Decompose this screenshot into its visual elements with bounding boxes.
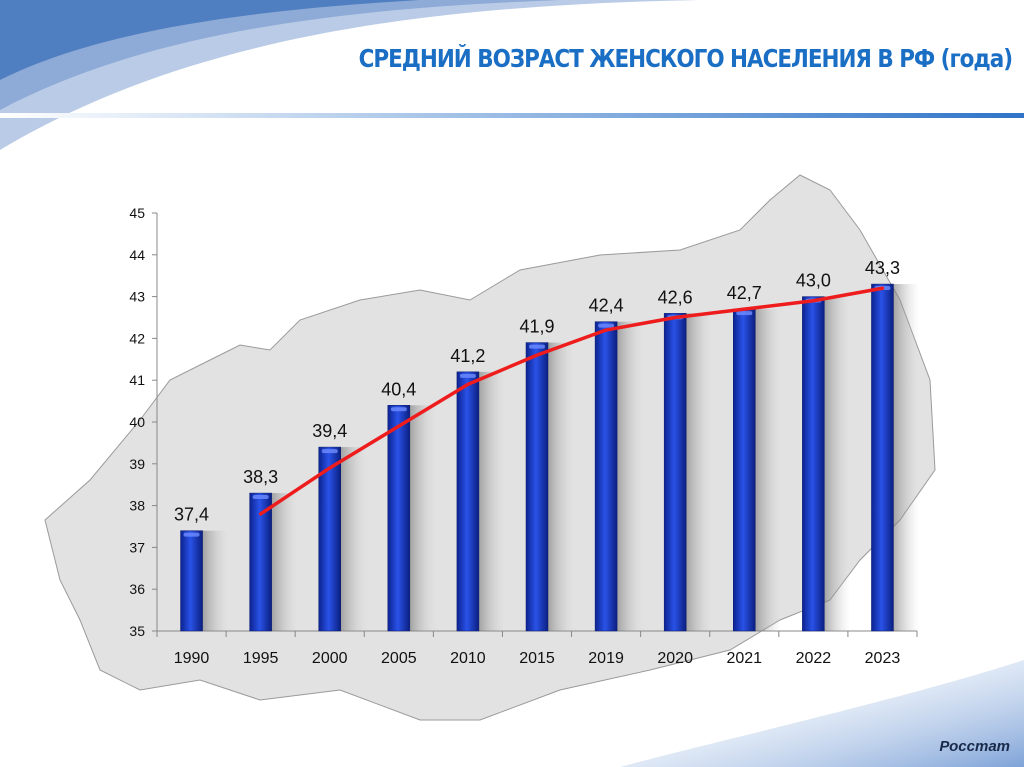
y-tick-label: 44 [129,247,145,263]
bar [249,492,272,632]
y-tick-label: 35 [129,623,145,639]
bar [318,446,341,632]
y-tick-label: 37 [129,539,145,555]
source-label: Росстат [939,738,1010,755]
data-label: 41,2 [450,346,485,366]
bar-shadow [893,284,920,631]
x-tick-label: 1990 [174,650,210,667]
bar-highlight [390,407,407,412]
y-tick-label: 38 [129,498,145,514]
data-label: 43,3 [865,258,900,278]
bar-highlight [252,495,269,500]
bar-shadow [202,530,229,631]
bar-shadow [617,321,644,631]
data-label: 42,4 [589,296,624,316]
y-tick-label: 41 [129,372,145,388]
y-tick-label: 45 [129,205,145,221]
bar [456,371,480,632]
y-tick-label: 40 [129,414,145,430]
data-label: 42,6 [658,287,693,307]
bar [663,313,687,632]
bar-shadow [824,296,851,631]
x-tick-label: 2000 [312,650,348,667]
bar-shadow [686,313,713,631]
x-tick-label: 2022 [796,650,832,667]
bar [871,283,894,632]
bar-shadow [271,493,298,631]
data-label: 37,4 [174,505,209,525]
chart-title: СРЕДНИЙ ВОЗРАСТ ЖЕНСКОГО НАСЕЛЕНИЯ В РФ … [358,44,1013,73]
x-tick-label: 1995 [243,650,279,667]
bar-shadow [478,371,505,631]
bar [180,530,203,632]
bar [594,321,618,632]
x-tick-label: 2005 [381,650,417,667]
bar [525,342,549,632]
bar-highlight [321,449,338,454]
x-tick-label: 2020 [657,650,693,667]
bar-shadow [755,309,782,631]
bar-highlight [736,311,753,316]
x-tick-label: 2019 [588,650,624,667]
bar [733,308,756,632]
x-tick-label: 2023 [865,650,901,667]
bar [387,405,411,632]
data-label: 42,7 [727,283,762,303]
bar-highlight [459,373,476,378]
x-tick-label: 2010 [450,650,486,667]
x-tick-label: 2015 [519,650,555,667]
data-label: 38,3 [243,467,278,487]
data-label: 39,4 [312,421,347,441]
bar [802,296,825,632]
bar-shadow [340,447,367,631]
y-tick-label: 43 [129,289,145,305]
bar-shadow [409,405,436,631]
bar-highlight [598,323,615,328]
bar-highlight [183,532,200,537]
data-label: 43,0 [796,271,831,291]
bar-shadow [548,342,574,631]
trendline [258,286,885,516]
x-tick-label: 2021 [726,650,762,667]
data-label: 40,4 [381,379,416,399]
y-tick-label: 39 [129,456,145,472]
data-label: 41,9 [519,317,554,337]
bar-highlight [529,344,545,349]
y-tick-label: 36 [129,581,145,597]
y-tick-label: 42 [129,330,145,346]
